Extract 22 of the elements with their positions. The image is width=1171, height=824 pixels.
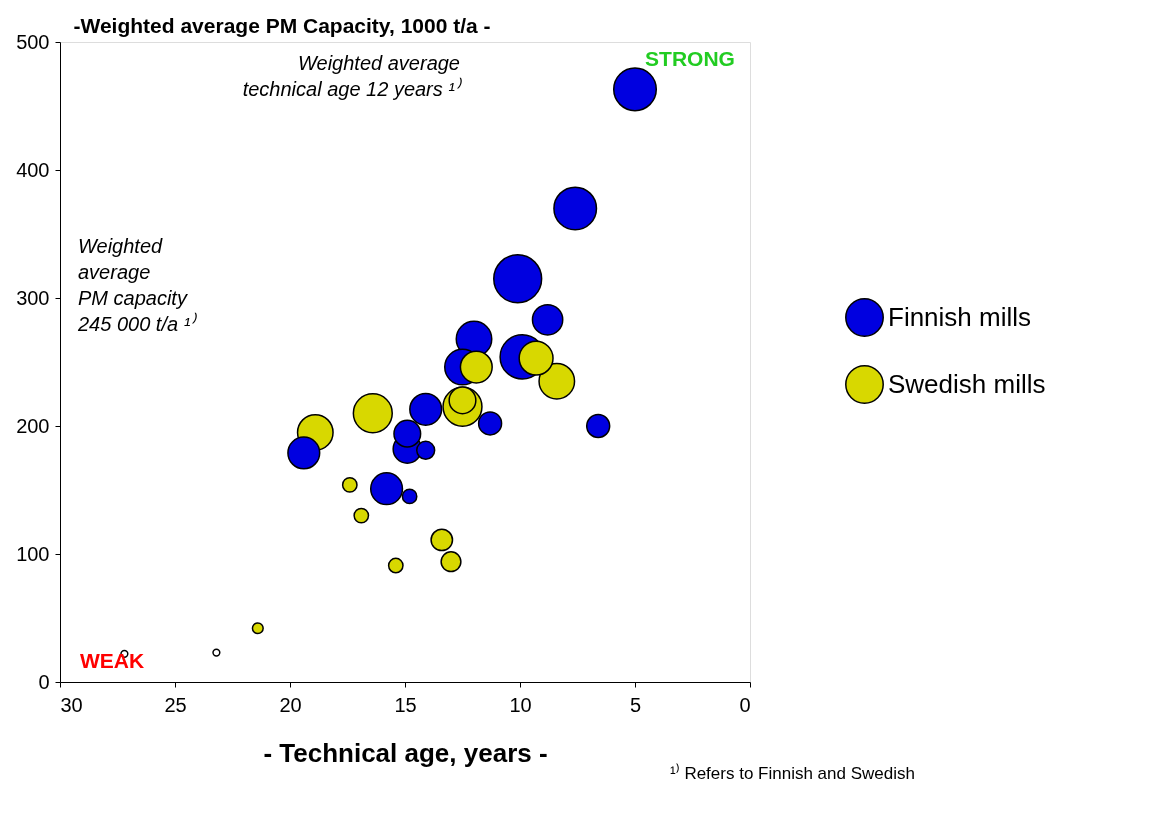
x-tick-label: 25 xyxy=(164,693,187,716)
x-axis-title: - Technical age, years - xyxy=(263,737,548,768)
annotation: WEAK xyxy=(79,649,145,672)
y-tick-label: 300 xyxy=(16,286,50,309)
y-tick-label: 0 xyxy=(38,670,50,693)
annotation: Weighted average PM capacity 245 000 t/a ¹⁾ xyxy=(77,235,198,335)
x-tick-label: 0 xyxy=(739,693,751,716)
x-tick-label: 10 xyxy=(509,693,532,716)
annotation: STRONG xyxy=(645,47,735,70)
y-axis-title: -Weighted average PM Capacity, 1000 t/a - xyxy=(73,13,491,37)
x-tick-label: 20 xyxy=(279,693,302,716)
y-tick-label: 500 xyxy=(16,30,50,53)
x-tick-label: 15 xyxy=(394,693,417,716)
x-tick-label: 5 xyxy=(629,693,642,716)
y-tick-label: 200 xyxy=(16,414,50,437)
annotation: Weighted average technical age 12 years ¹⁾ xyxy=(242,52,462,100)
legend-label: Swedish mills xyxy=(888,368,1046,399)
legend-label: Finnish mills xyxy=(888,301,1032,332)
y-tick-label: 400 xyxy=(16,158,50,181)
x-tick-label: 30 xyxy=(60,693,83,716)
y-tick-label: 100 xyxy=(16,542,50,565)
text: ¹⁾ Refers to Finnish and Swedish xyxy=(670,763,915,783)
